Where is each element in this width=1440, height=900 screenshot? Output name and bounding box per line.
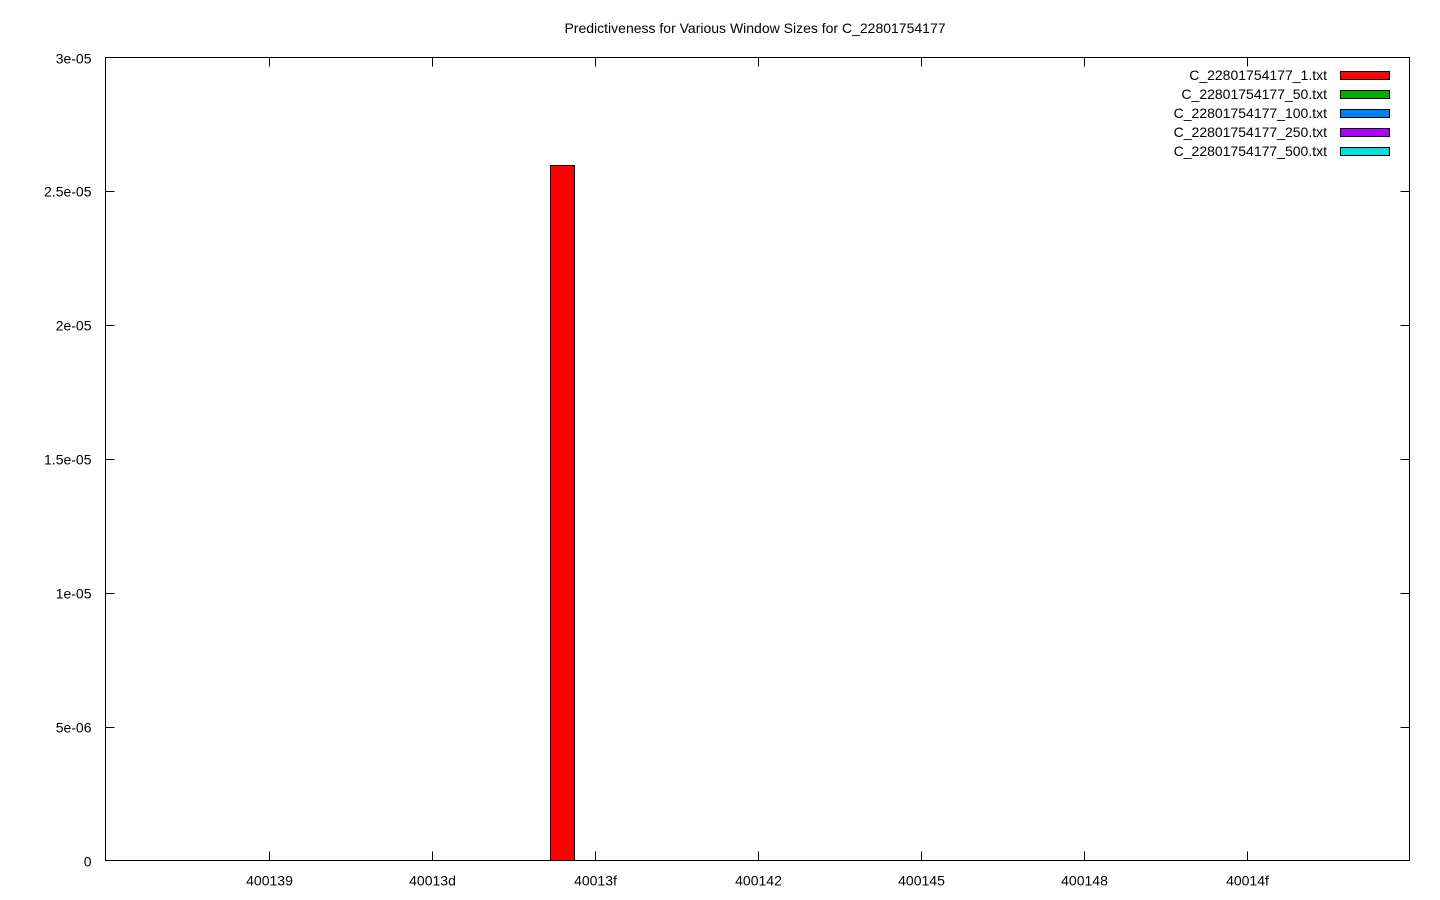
- y-tick-label: 5e-06: [56, 720, 92, 736]
- legend-label: C_22801754177_50.txt: [1181, 86, 1327, 102]
- legend-swatch: [1340, 71, 1390, 80]
- legend-label: C_22801754177_100.txt: [1174, 105, 1327, 121]
- x-tick-label: 400139: [246, 873, 293, 889]
- bar-series-1: [550, 165, 575, 861]
- x-tick-label: 40013f: [574, 873, 617, 889]
- y-tick-label: 2e-05: [56, 318, 92, 334]
- bars: [550, 165, 575, 861]
- legend-label: C_22801754177_500.txt: [1174, 143, 1327, 159]
- y-axis: 0 5e-06 1e-05 1.5e-05 2e-05 2.5e-05 3e-05: [44, 51, 1410, 870]
- y-tick-label: 1.5e-05: [44, 452, 92, 468]
- y-tick-label: 0: [84, 854, 92, 870]
- y-tick-label: 2.5e-05: [44, 184, 92, 200]
- y-tick-label: 3e-05: [56, 51, 92, 67]
- legend: C_22801754177_1.txt C_22801754177_50.txt C…: [1174, 67, 1390, 159]
- plot-area: [105, 57, 1410, 861]
- legend-swatch: [1340, 147, 1390, 156]
- legend-label: C_22801754177_1.txt: [1189, 67, 1327, 83]
- x-axis: 400139 40013d 40013f 400142 400145 400148 4001…: [246, 57, 1269, 889]
- chart-title: Predictiveness for Various Window Sizes …: [564, 20, 945, 36]
- legend-swatch: [1340, 90, 1390, 99]
- x-tick-label: 400145: [898, 873, 945, 889]
- legend-label: C_22801754177_250.txt: [1174, 124, 1327, 140]
- x-tick-label: 40014f: [1226, 873, 1269, 889]
- y-tick-label: 1e-05: [56, 586, 92, 602]
- x-tick-label: 400142: [735, 873, 782, 889]
- legend-swatch: [1340, 109, 1390, 118]
- x-tick-label: 40013d: [409, 873, 456, 889]
- legend-swatch: [1340, 128, 1390, 137]
- x-tick-label: 400148: [1061, 873, 1108, 889]
